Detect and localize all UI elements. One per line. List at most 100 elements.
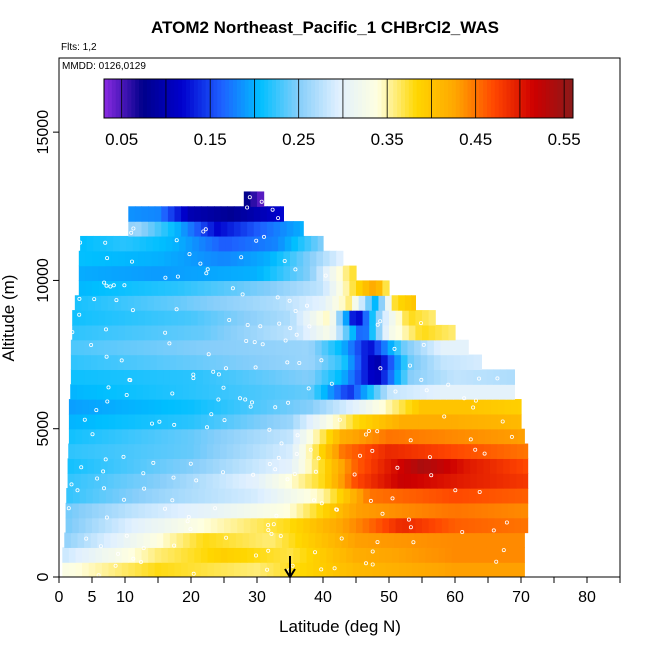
heat-cell [257,265,265,282]
heat-cell [217,310,225,326]
heat-cell [227,562,235,577]
colorbar-swatch [326,79,332,118]
heat-cell [165,235,174,252]
heat-cell [177,324,185,341]
heat-cell [466,369,475,385]
heat-cell [451,399,459,415]
sample-point [261,234,266,239]
heat-cell [319,413,327,430]
heat-cell [398,413,407,430]
heat-cell [253,428,261,445]
heat-cell [118,280,126,296]
heat-cell [491,562,499,577]
heat-cell [200,295,208,311]
heat-cell [373,384,382,400]
heat-cell [200,547,209,563]
heat-cell [445,399,453,415]
sample-point [323,273,328,278]
heat-cell [517,443,525,459]
heat-cell [184,265,192,282]
heat-cell [299,413,308,430]
heat-cell [499,532,508,548]
heat-cell [471,562,479,577]
heat-cell [130,354,138,370]
heat-cell [264,235,273,252]
sample-point [211,369,216,374]
heat-cell [70,369,79,385]
heat-cell [431,399,440,415]
colorbar-swatch [459,79,465,118]
heat-cell [316,324,324,341]
heat-cell [263,265,271,282]
heat-cell [111,324,119,341]
heat-cell [276,517,284,534]
heat-cell [163,354,171,370]
heat-cell [258,458,267,474]
heat-cell [239,295,248,311]
heat-cell [272,295,281,311]
heat-cell [210,280,218,296]
heat-cell [224,324,232,341]
heat-cell [268,354,277,370]
heat-cell [156,339,164,356]
heat-cell [132,488,140,504]
heat-cell [167,547,176,563]
heat-cell [265,473,273,489]
heat-cell [372,547,380,563]
sample-point [163,275,168,280]
heat-cell [156,369,164,385]
heat-cell [328,354,336,370]
heat-cell [68,413,77,430]
heat-cell [425,562,433,577]
colorbar-swatch [244,79,250,118]
heat-cell [177,502,185,519]
heat-cell [220,206,228,222]
heat-cell [478,413,486,430]
heat-cell [250,324,258,341]
heat-cell [166,458,174,474]
heat-cell [268,339,277,356]
heat-cell [243,502,251,519]
heat-cell [108,562,116,577]
heat-cell [171,265,179,282]
heat-cell [247,428,255,445]
heat-cell [455,502,463,519]
sample-point [357,453,362,458]
sample-point [460,530,465,535]
colorbar-swatch [318,79,324,118]
heat-cell [456,458,465,474]
heat-cell [113,458,121,474]
colorbar-swatch [240,79,246,118]
heat-cell [136,354,145,370]
heat-cell [517,428,525,445]
heat-cell [346,562,354,577]
heat-cell [365,399,374,415]
heat-cell [151,280,159,296]
heat-cell [443,458,451,474]
heat-cell [154,295,162,311]
heat-cell [341,339,349,356]
heat-cell [250,250,258,267]
sample-point [187,252,192,257]
heat-cell [75,562,83,577]
heat-cell [291,458,300,474]
colorbar: 0.05 0.15 0.25 0.35 0.45 0.55 [103,78,581,149]
heat-cell [237,280,245,296]
heat-cell [316,265,324,282]
heat-cell [171,502,179,519]
heat-cell [144,324,152,341]
heat-cell [323,265,331,282]
colorbar-swatch [236,79,242,118]
heat-cell [303,280,311,296]
heat-cell [438,562,446,577]
heat-cell [448,502,456,519]
heat-cell [129,384,137,400]
heat-cell [389,488,397,504]
heat-cell [264,488,272,504]
heat-cell [447,354,455,370]
heat-cell [400,384,408,400]
heat-cell [433,532,442,548]
heat-cell [134,547,143,563]
sample-point [265,567,270,572]
sample-point [267,427,272,432]
